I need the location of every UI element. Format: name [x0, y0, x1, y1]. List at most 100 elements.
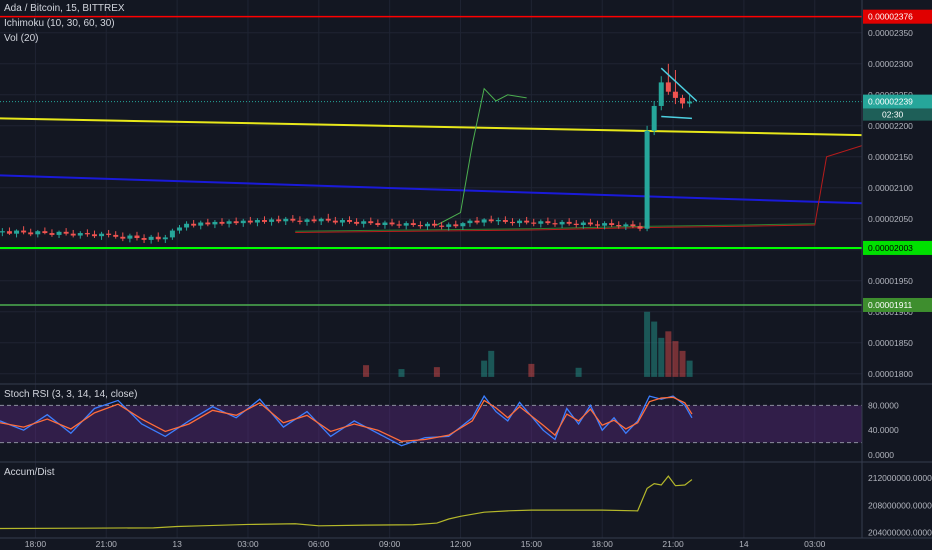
candle-body — [658, 82, 664, 106]
price-tick-label: 0.00002200 — [868, 121, 913, 131]
accum-tick-label: 208000000.0000 — [868, 500, 932, 510]
volume-panel — [363, 311, 693, 377]
candle-body — [226, 221, 232, 224]
candle-body — [417, 225, 423, 227]
symbol-title[interactable]: Ada / Bitcoin, 15, BITTREX — [4, 3, 125, 14]
candle-body — [297, 220, 303, 222]
x-tick-label: 09:00 — [379, 539, 401, 549]
price-tag-label: 0.00002239 — [868, 97, 913, 107]
price-tick-label: 0.00002300 — [868, 59, 913, 69]
candle-body — [446, 224, 452, 227]
candle-body — [56, 231, 62, 235]
countdown-box — [863, 108, 932, 121]
candle-body — [49, 233, 55, 235]
stoch-tick-label: 0.0000 — [868, 450, 894, 460]
volume-bar — [433, 367, 440, 377]
trend-line-yellow — [0, 117, 863, 137]
candle-body — [609, 223, 615, 225]
candle-body — [134, 235, 140, 239]
ichimoku-lagging — [436, 87, 527, 226]
price-tag-box — [863, 297, 932, 312]
price-tag-box — [863, 240, 932, 255]
candle-body — [290, 218, 296, 221]
price-panel[interactable] — [0, 15, 863, 306]
candle-body — [84, 233, 90, 235]
stoch-tick-label: 80.0000 — [868, 400, 899, 410]
volume-bar — [651, 321, 658, 377]
price-tick-label: 0.00002350 — [868, 28, 913, 38]
x-tick-label: 21:00 — [96, 539, 118, 549]
accum-dist-panel[interactable] — [0, 475, 693, 530]
candle-body — [127, 235, 133, 239]
candle-body — [375, 223, 381, 225]
volume-bar — [686, 360, 693, 377]
candle-body — [432, 223, 438, 226]
x-tick-label: 21:00 — [662, 539, 684, 549]
volume-bar — [672, 341, 679, 377]
price-tick-label: 0.00001850 — [868, 338, 913, 348]
x-tick-label: 03:00 — [804, 539, 826, 549]
price-tick-label: 0.00001800 — [868, 369, 913, 379]
candle-body — [318, 218, 324, 222]
accum-dist-series — [0, 475, 693, 530]
ichimoku-cloud_red — [295, 145, 863, 233]
candle-body — [481, 219, 487, 223]
candle-body — [559, 221, 565, 225]
candle-body — [594, 224, 600, 226]
candle-body — [212, 221, 218, 225]
candle-body — [424, 223, 430, 227]
volume-legend[interactable]: Vol (20) — [4, 33, 39, 44]
candle-body — [262, 220, 268, 222]
candle-body — [495, 220, 501, 222]
candle-body — [389, 222, 395, 225]
candle-body — [602, 223, 608, 226]
candle-body — [148, 236, 154, 240]
stoch-series-K — [0, 394, 693, 447]
price-tick-label: 0.00002100 — [868, 183, 913, 193]
candle-body — [283, 218, 289, 222]
candle-body — [240, 220, 246, 224]
candle-body — [325, 218, 331, 221]
price-tag-label: 0.00002376 — [868, 12, 913, 22]
candle-body — [233, 221, 239, 224]
candle-body — [28, 232, 34, 235]
stoch-rsi-panel[interactable] — [0, 394, 862, 447]
price-tag-box — [863, 94, 932, 109]
candle-body — [106, 233, 112, 235]
candle-body — [672, 91, 678, 98]
candle-body — [361, 221, 367, 224]
candle-body — [382, 222, 388, 225]
price-tag-box — [863, 9, 932, 24]
candle-body — [120, 236, 126, 239]
candle-body — [538, 221, 544, 224]
candle-body — [580, 222, 586, 225]
candle-body — [176, 227, 182, 231]
volume-bar — [658, 337, 665, 377]
candle-body — [453, 224, 459, 227]
accum-tick-label: 204000000.0000 — [868, 528, 932, 538]
x-tick-label: 18:00 — [25, 539, 47, 549]
candle-body — [347, 220, 353, 222]
x-tick-label: 12:00 — [450, 539, 472, 549]
accum-dist-legend[interactable]: Accum/Dist — [4, 467, 55, 478]
pattern-line — [661, 115, 693, 120]
candle-body — [14, 230, 20, 234]
candle-body — [91, 234, 97, 237]
volume-bar — [528, 363, 535, 377]
candle-body — [368, 221, 374, 224]
x-tick-label: 18:00 — [592, 539, 614, 549]
candle-body — [269, 219, 275, 222]
stoch-rsi-legend[interactable]: Stoch RSI (3, 3, 14, 14, close) — [4, 389, 138, 400]
grid-lines — [0, 0, 862, 538]
stoch-series-D — [0, 396, 693, 443]
candle-body — [587, 222, 593, 225]
candle-body — [410, 223, 416, 225]
x-tick-label: 13 — [172, 539, 182, 549]
x-tick-label: 03:00 — [237, 539, 259, 549]
volume-bar — [481, 360, 488, 377]
volume-bar — [575, 367, 582, 377]
ichimoku-legend[interactable]: Ichimoku (10, 30, 60, 30) — [4, 18, 115, 29]
